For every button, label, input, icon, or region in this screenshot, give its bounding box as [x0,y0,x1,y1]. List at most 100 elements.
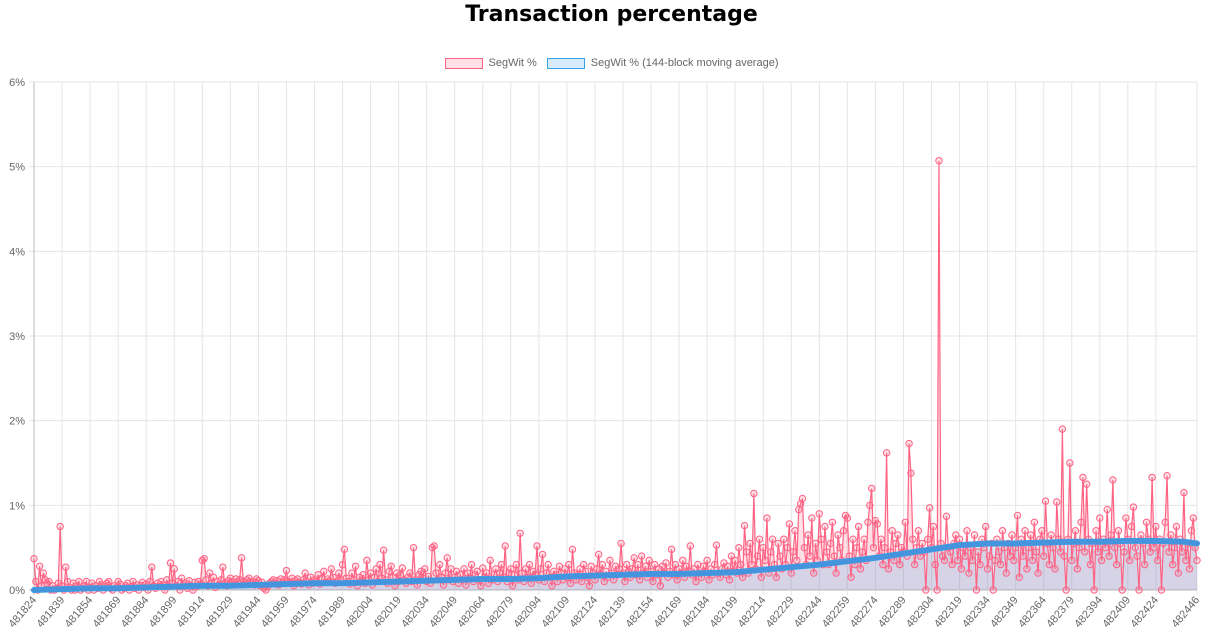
segwit-point [847,573,855,581]
segwit-point [766,548,775,556]
segwit-point [723,562,732,570]
segwit-point [910,560,919,569]
segwit-point [759,543,767,552]
segwit-point [1051,565,1059,573]
segwit-point [692,577,700,586]
segwit-point [1111,543,1119,552]
segwit-point [580,560,588,569]
segwit-point [929,522,938,531]
segwit-point [359,571,367,579]
segwit-point [963,527,971,535]
segwit-point [565,560,573,569]
segwit-point [1142,518,1151,526]
x-tick-label: 482139 [595,594,628,630]
segwit-point [1002,569,1010,577]
segwit-point [1165,548,1173,556]
segwit-point [667,545,676,554]
segwit-point [1086,560,1095,569]
segwit-point [1032,548,1040,556]
segwit-point [1068,556,1076,565]
segwit-point [894,531,902,539]
segwit-point [327,565,335,573]
segwit-line [33,160,1198,593]
x-tick-label: 482214 [736,594,769,630]
segwit-point [935,157,943,165]
segwit-point [417,567,425,576]
segwit-point [998,527,1007,535]
segwit-point [548,582,556,590]
segwit-point [1041,497,1050,505]
segwit-point [593,565,601,573]
legend-item-segwit[interactable]: SegWit % [444,57,537,69]
segwit-point [406,569,414,577]
segwit-point [623,560,631,569]
x-tick-label: 481929 [203,594,236,630]
segwit-point [525,560,534,569]
segwit-point [1066,459,1074,467]
segwit-point [798,494,807,503]
segwit-point [351,562,360,570]
x-tick-label: 482049 [427,594,460,630]
segwit-point [735,543,743,552]
segwit-point [1189,514,1197,522]
segwit-point [774,539,782,548]
segwit-point [873,520,881,528]
segwit-point [482,569,491,577]
segwit-point [742,548,751,556]
segwit-point [750,489,758,498]
segwit-point [1105,552,1113,560]
segwit-point [1112,560,1121,569]
segwit-point [1168,560,1177,569]
segwit-point [1049,543,1057,552]
segwit-point [705,576,713,584]
x-tick-label: 481959 [259,594,292,630]
segwit-point [178,574,186,582]
segwit-point [1092,527,1100,535]
segwit-point [877,535,885,543]
segwit-point [1137,531,1145,539]
segwit-point [725,576,734,584]
segwit-point [512,560,521,569]
segwit-point [538,550,547,559]
segwit-point [780,535,788,543]
chart-title: Transaction percentage [465,2,758,27]
segwit-point [710,560,719,569]
segwit-point [961,552,969,560]
segwit-point [783,543,792,552]
segwit-point [1015,573,1024,581]
segwit-point [432,569,440,577]
segwit-point [1109,476,1117,484]
segwit-point [200,554,208,563]
segwit-point [896,560,904,569]
x-tick-label: 481824 [7,594,40,630]
x-tick-label: 482154 [624,594,657,630]
segwit-point [637,552,646,560]
segwit-point [860,535,868,543]
segwit-point [1023,565,1031,573]
segwit-point [363,556,371,565]
segwit-point [1073,565,1082,573]
segwit-point [746,539,754,548]
segwit-point [508,582,517,590]
segwit-point [645,556,653,565]
legend-label-segwit: SegWit % [488,57,537,69]
legend-item-moving-average[interactable]: SegWit % (144-block moving average) [546,57,779,69]
segwit-point [907,469,915,477]
segwit-point [497,560,506,569]
segwit-point [849,535,857,543]
segwit-point [924,535,932,543]
segwit-point [970,531,979,539]
segwit-point [1019,552,1027,560]
segwit-point [989,586,997,594]
segwit-point [757,573,766,581]
x-tick-label: 482094 [511,594,544,630]
x-tick-label: 482229 [764,594,797,630]
x-tick-label: 482244 [792,594,825,630]
segwit-point [763,514,771,522]
segwit-point [533,542,541,550]
segwit-point [1071,527,1080,535]
segwit-point [976,560,984,569]
segwit-point [662,559,670,567]
segwit-point [731,556,739,565]
segwit-point [335,569,343,577]
